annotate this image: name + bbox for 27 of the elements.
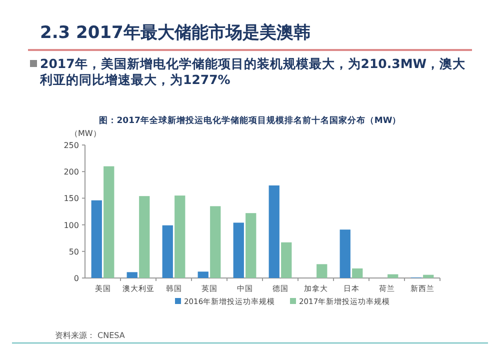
chart-subtitle: 2.3 2017年最大储能市场是美澳韩 — [40, 23, 310, 43]
y-axis-title: （MW） — [70, 129, 101, 138]
bar — [210, 206, 221, 278]
bar — [198, 272, 208, 278]
bar — [162, 225, 173, 278]
y-tick-label: 100 — [64, 220, 79, 230]
bar — [388, 274, 398, 278]
bar — [268, 185, 280, 278]
bar — [91, 200, 102, 278]
y-tick-label: 200 — [64, 168, 79, 177]
bar — [352, 268, 363, 278]
bar — [233, 222, 244, 278]
bar — [316, 264, 328, 278]
bar — [340, 230, 350, 278]
text: 资料来源： CNESA — [55, 331, 126, 340]
y-tick-label: 0 — [74, 274, 79, 283]
y-tick-label: 150 — [64, 194, 79, 204]
y-tick-label: 50 — [68, 247, 79, 256]
bar — [174, 196, 186, 278]
bar — [126, 272, 138, 278]
chart-title: 图：2017年全球新增投运电化学储能项目规模排名前十名国家分布（MW） — [98, 115, 402, 126]
bar — [104, 166, 114, 278]
bar — [139, 196, 150, 278]
bar — [281, 242, 292, 278]
bar — [246, 213, 256, 278]
bar — [423, 274, 434, 278]
y-tick-label: 250 — [64, 141, 79, 150]
